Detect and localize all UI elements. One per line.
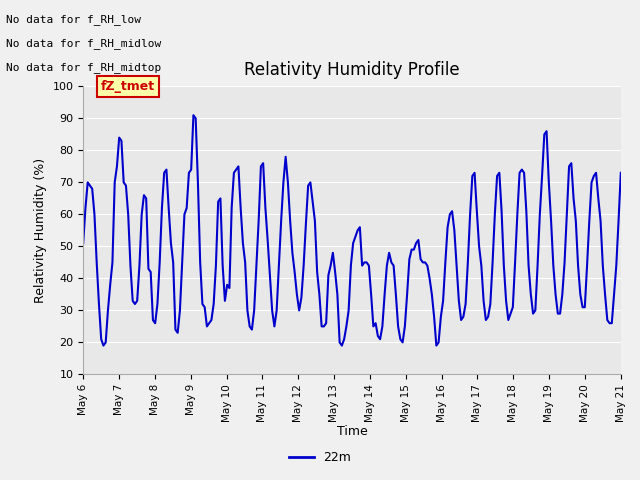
Y-axis label: Relativity Humidity (%): Relativity Humidity (%) [34, 158, 47, 303]
Text: No data for f_RH_midtop: No data for f_RH_midtop [6, 62, 162, 73]
Legend: 22m: 22m [284, 446, 356, 469]
Text: No data for f_RH_low: No data for f_RH_low [6, 14, 141, 25]
Text: fZ_tmet: fZ_tmet [101, 80, 156, 93]
X-axis label: Time: Time [337, 425, 367, 438]
Text: No data for f_RH_midlow: No data for f_RH_midlow [6, 38, 162, 49]
Title: Relativity Humidity Profile: Relativity Humidity Profile [244, 61, 460, 79]
